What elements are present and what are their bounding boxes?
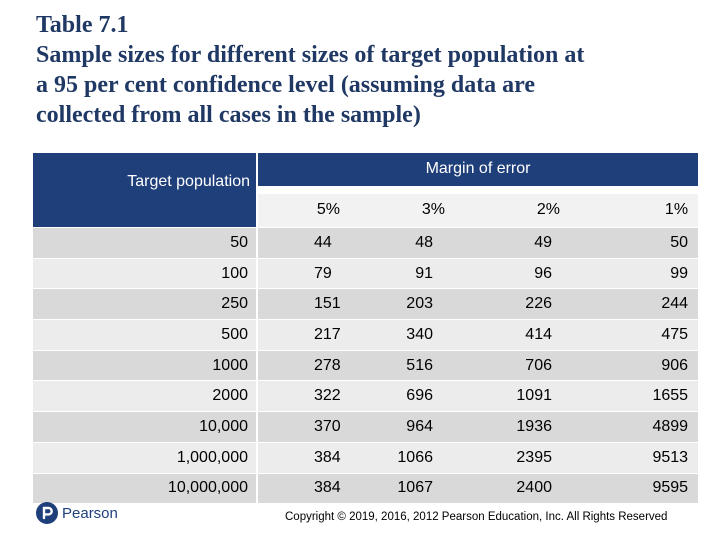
- table-row: 10,000 370 964 1936 4899: [33, 411, 699, 442]
- sample-size-cell: 340: [358, 319, 471, 350]
- sample-size-cell: 244: [588, 288, 699, 320]
- title-line-3: a 95 per cent confidence level (assuming…: [36, 72, 536, 98]
- slide-title: Table 7.1 Sample sizes for different siz…: [36, 10, 706, 130]
- sample-size-cell: 2400: [471, 472, 588, 504]
- column-header-5pct: 5%: [258, 186, 358, 227]
- target-population-cell: 1000: [33, 349, 258, 381]
- title-line-1: Table 7.1: [36, 12, 129, 38]
- sample-size-cell: 226: [471, 288, 588, 320]
- sample-size-cell: 2395: [471, 441, 588, 473]
- pearson-logo-text: Pearson: [62, 504, 118, 522]
- sample-size-cell: 96: [471, 257, 588, 289]
- sample-size-cell: 322: [258, 380, 358, 412]
- sample-size-cell: 151: [258, 288, 358, 320]
- table-row: 250 151 203 226 244: [33, 288, 699, 320]
- target-population-cell: 250: [33, 288, 258, 320]
- target-population-cell: 100: [33, 257, 258, 289]
- table-row: 2000 322 696 1091 1655: [33, 380, 699, 412]
- pearson-p-icon: [36, 502, 58, 524]
- sample-size-cell: 278: [258, 349, 358, 381]
- target-population-cell: 2000: [33, 380, 258, 412]
- sample-size-cell: 384: [258, 441, 358, 473]
- sample-size-cell: 91: [358, 257, 471, 289]
- margin-of-error-header: Margin of error: [258, 153, 699, 187]
- table-row: 500 217 340 414 475: [33, 319, 699, 350]
- title-line-4: collected from all cases in the sample): [36, 102, 421, 128]
- target-population-cell: 50: [33, 227, 258, 258]
- sample-size-cell: 384: [258, 472, 358, 504]
- sample-size-cell: 99: [588, 257, 699, 289]
- sample-size-cell: 516: [358, 349, 471, 381]
- sample-size-cell: 475: [588, 319, 699, 350]
- target-population-cell: 1,000,000: [33, 441, 258, 473]
- sample-size-cell: 414: [471, 319, 588, 350]
- table-body: 50 44 48 49 50 100 79 91 96 99 250 151 203 226 244 500 2…: [33, 227, 699, 504]
- sample-size-cell: 706: [471, 349, 588, 381]
- sample-size-cell: 964: [358, 411, 471, 442]
- sample-size-cell: 217: [258, 319, 358, 350]
- target-population-cell: 500: [33, 319, 258, 350]
- target-population-cell: 10,000,000: [33, 472, 258, 504]
- sample-size-cell: 696: [358, 380, 471, 412]
- sample-size-cell: 1091: [471, 380, 588, 412]
- sample-size-cell: 1936: [471, 411, 588, 442]
- sample-size-cell: 1655: [588, 380, 699, 412]
- sample-size-cell: 9513: [588, 441, 699, 473]
- sample-size-cell: 79: [258, 257, 358, 289]
- sample-size-cell: 1067: [358, 472, 471, 504]
- sample-size-cell: 44: [258, 227, 358, 258]
- sample-size-cell: 49: [471, 227, 588, 258]
- table-row: 1,000,000 384 1066 2395 9513: [33, 441, 699, 473]
- sample-size-table: Target population Margin of error 5% 3% …: [33, 153, 699, 504]
- target-population-header: Target population: [33, 153, 258, 227]
- column-header-1pct: 1%: [588, 186, 699, 227]
- table-row: 50 44 48 49 50: [33, 227, 699, 258]
- table-row: 10,000,000 384 1067 2400 9595: [33, 472, 699, 504]
- copyright-notice: Copyright © 2019, 2016, 2012 Pearson Edu…: [285, 511, 668, 523]
- table-row: 1000 278 516 706 906: [33, 349, 699, 381]
- title-line-2: Sample sizes for different sizes of targ…: [36, 42, 585, 68]
- sample-size-cell: 48: [358, 227, 471, 258]
- sample-size-cell: 9595: [588, 472, 699, 504]
- sample-size-cell: 370: [258, 411, 358, 442]
- target-population-cell: 10,000: [33, 411, 258, 442]
- sample-size-cell: 1066: [358, 441, 471, 473]
- column-header-3pct: 3%: [358, 186, 471, 227]
- sample-size-cell: 50: [588, 227, 699, 258]
- pearson-logo: Pearson: [36, 501, 118, 525]
- column-header-2pct: 2%: [471, 186, 588, 227]
- sample-size-cell: 203: [358, 288, 471, 320]
- table-row: 100 79 91 96 99: [33, 257, 699, 289]
- sample-size-cell: 906: [588, 349, 699, 381]
- sample-size-cell: 4899: [588, 411, 699, 442]
